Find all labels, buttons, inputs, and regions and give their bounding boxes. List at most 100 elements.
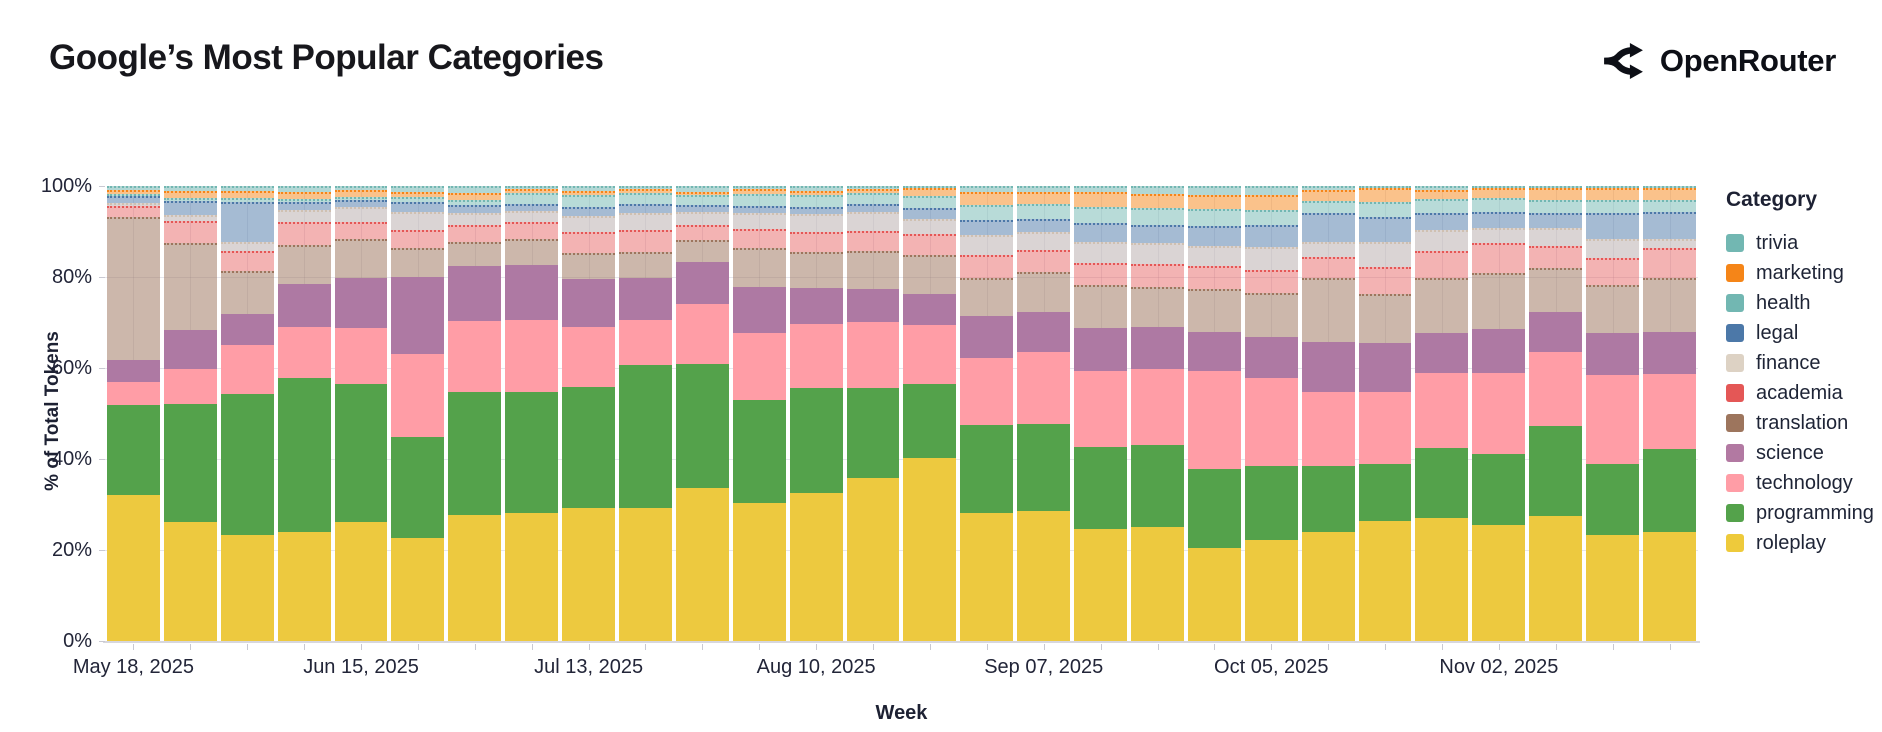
segment-technology[interactable] <box>220 344 274 394</box>
segment-academia[interactable] <box>675 225 729 241</box>
segment-programming[interactable] <box>675 364 729 489</box>
segment-academia[interactable] <box>1358 266 1412 295</box>
segment-health[interactable] <box>505 193 559 205</box>
segment-technology[interactable] <box>163 368 217 404</box>
segment-translation[interactable] <box>846 251 900 289</box>
legend-item-finance[interactable]: finance <box>1726 348 1874 378</box>
segment-translation[interactable] <box>1301 277 1355 342</box>
segment-marketing[interactable] <box>1529 188 1583 201</box>
segment-health[interactable] <box>277 199 331 203</box>
segment-science[interactable] <box>789 288 843 325</box>
segment-trivia[interactable] <box>562 186 616 191</box>
segment-trivia[interactable] <box>1017 186 1071 192</box>
segment-programming[interactable] <box>1586 463 1640 535</box>
segment-finance[interactable] <box>391 211 445 231</box>
segment-marketing[interactable] <box>1415 190 1469 200</box>
segment-health[interactable] <box>1586 200 1640 214</box>
segment-roleplay[interactable] <box>1358 520 1412 641</box>
segment-finance[interactable] <box>163 215 217 222</box>
segment-roleplay[interactable] <box>1301 531 1355 641</box>
segment-science[interactable] <box>277 284 331 327</box>
segment-legal[interactable] <box>1301 213 1355 242</box>
segment-science[interactable] <box>846 288 900 322</box>
segment-translation[interactable] <box>505 238 559 266</box>
segment-marketing[interactable] <box>1244 195 1298 210</box>
segment-roleplay[interactable] <box>960 513 1014 641</box>
segment-roleplay[interactable] <box>1187 548 1241 641</box>
segment-legal[interactable] <box>1415 213 1469 231</box>
segment-trivia[interactable] <box>675 186 729 192</box>
segment-health[interactable] <box>1529 200 1583 214</box>
segment-science[interactable] <box>391 276 445 355</box>
segment-marketing[interactable] <box>1472 188 1526 198</box>
segment-translation[interactable] <box>1017 271 1071 312</box>
segment-health[interactable] <box>334 196 388 200</box>
segment-trivia[interactable] <box>960 186 1014 192</box>
segment-translation[interactable] <box>1187 288 1241 333</box>
segment-roleplay[interactable] <box>675 488 729 641</box>
segment-legal[interactable] <box>1358 216 1412 243</box>
segment-roleplay[interactable] <box>789 493 843 641</box>
segment-programming[interactable] <box>1472 453 1526 525</box>
bar-sep-21-2025[interactable] <box>1131 186 1184 641</box>
segment-science[interactable] <box>1131 326 1184 369</box>
segment-finance[interactable] <box>1187 245 1241 266</box>
segment-health[interactable] <box>903 195 957 209</box>
bar-nov-16-2025[interactable] <box>1586 186 1640 641</box>
segment-programming[interactable] <box>1529 426 1583 516</box>
segment-translation[interactable] <box>1131 286 1184 327</box>
segment-marketing[interactable] <box>1187 194 1241 209</box>
segment-science[interactable] <box>732 286 786 334</box>
segment-trivia[interactable] <box>505 186 559 190</box>
segment-technology[interactable] <box>1301 392 1355 466</box>
segment-trivia[interactable] <box>1187 186 1241 195</box>
segment-translation[interactable] <box>675 240 729 263</box>
segment-health[interactable] <box>163 198 217 202</box>
segment-translation[interactable] <box>1472 273 1526 329</box>
legend-item-legal[interactable]: legal <box>1726 318 1874 348</box>
segment-marketing[interactable] <box>277 191 331 200</box>
segment-finance[interactable] <box>1244 246 1298 271</box>
bar-sep-07-2025[interactable] <box>1017 186 1071 641</box>
segment-trivia[interactable] <box>163 186 217 192</box>
segment-translation[interactable] <box>1415 278 1469 334</box>
segment-health[interactable] <box>1643 200 1696 212</box>
segment-translation[interactable] <box>1643 278 1696 332</box>
segment-programming[interactable] <box>334 384 388 523</box>
segment-technology[interactable] <box>1244 378 1298 466</box>
segment-technology[interactable] <box>277 326 331 378</box>
segment-health[interactable] <box>1358 201 1412 217</box>
segment-programming[interactable] <box>1017 424 1071 511</box>
segment-technology[interactable] <box>1643 373 1696 450</box>
segment-marketing[interactable] <box>1074 192 1128 207</box>
segment-science[interactable] <box>505 265 559 321</box>
segment-academia[interactable] <box>220 251 274 272</box>
segment-programming[interactable] <box>1643 449 1696 533</box>
segment-academia[interactable] <box>505 221 559 239</box>
segment-programming[interactable] <box>391 437 445 538</box>
legend-item-roleplay[interactable]: roleplay <box>1726 528 1874 558</box>
segment-legal[interactable] <box>846 204 900 212</box>
segment-programming[interactable] <box>277 377 331 532</box>
legend-item-health[interactable]: health <box>1726 288 1874 318</box>
segment-finance[interactable] <box>1529 228 1583 246</box>
segment-academia[interactable] <box>1131 264 1184 287</box>
segment-health[interactable] <box>391 197 445 202</box>
segment-roleplay[interactable] <box>619 507 672 641</box>
segment-health[interactable] <box>1017 204 1071 220</box>
segment-legal[interactable] <box>903 208 957 220</box>
bar-may-25-2025[interactable] <box>163 186 217 641</box>
segment-programming[interactable] <box>505 391 559 514</box>
bar-jul-13-2025[interactable] <box>562 186 616 641</box>
bar-sep-28-2025[interactable] <box>1187 186 1241 641</box>
segment-academia[interactable] <box>1244 270 1298 294</box>
segment-legal[interactable] <box>1244 225 1298 247</box>
segment-health[interactable] <box>846 193 900 205</box>
bar-oct-05-2025[interactable] <box>1244 186 1298 641</box>
segment-translation[interactable] <box>1358 294 1412 343</box>
segment-academia[interactable] <box>1415 251 1469 279</box>
segment-science[interactable] <box>1529 311 1583 353</box>
segment-technology[interactable] <box>1586 374 1640 464</box>
bar-jun-01-2025[interactable] <box>220 186 274 641</box>
segment-roleplay[interactable] <box>732 502 786 641</box>
